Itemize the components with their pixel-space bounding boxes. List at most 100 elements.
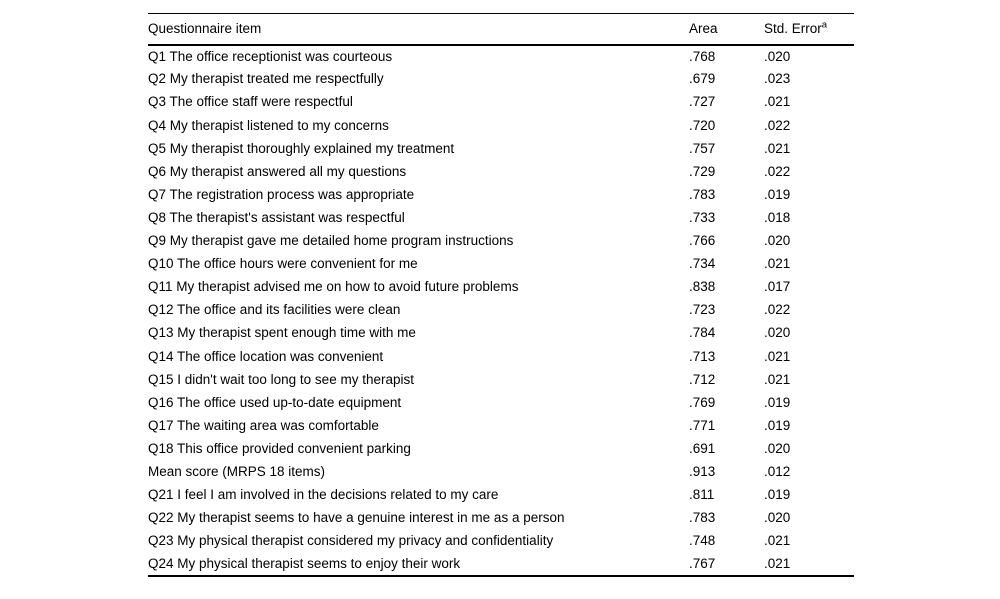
table-row: Q11 My therapist advised me on how to av… [148,275,854,298]
item-cell: Q10 The office hours were convenient for… [148,256,418,272]
std-error-cell: .020 [764,48,791,64]
std-error-cell: .021 [764,256,791,272]
std-error-cell: .019 [764,487,791,503]
area-cell: .723 [689,302,716,318]
item-cell: Q16 The office used up-to-date equipment [148,394,402,410]
std-error-cell: .021 [764,94,791,110]
table-row: Q3 The office staff were respectful .727.… [148,91,854,114]
table-row: Q7 The registration process was appropri… [148,183,854,206]
std-error-cell: .022 [764,117,791,133]
std-error-cell: .019 [764,186,791,202]
item-cell: Q3 The office staff were respectful [148,94,353,110]
table-row: Q21 I feel I am involved in the decision… [148,483,854,506]
table-row: Q2 My therapist treated me respectfully.… [148,68,854,91]
item-cell: Q24 My physical therapist seems to enjoy… [148,555,461,571]
table-row: Q23 My physical therapist considered my … [148,529,854,552]
table-row: Q18 This office provided convenient park… [148,437,854,460]
area-cell: .727 [689,94,716,110]
item-cell: Q22 My therapist seems to have a genuine… [148,510,565,526]
area-cell: .679 [689,71,716,87]
item-cell: Q18 This office provided convenient park… [148,440,411,456]
table-row: Q15 I didn't wait too long to see my the… [148,368,854,391]
std-error-cell: .020 [764,510,791,526]
table-row: Q14 The office location was convenient .7… [148,345,854,368]
table-row: Q6 My therapist answered all my question… [148,160,854,183]
item-cell: Q17 The waiting area was comfortable [148,417,379,433]
area-cell: .769 [689,394,716,410]
item-cell: Q4 My therapist listened to my concerns [148,117,389,133]
area-cell: .838 [689,279,716,295]
item-cell: Q13 My therapist spent enough time with … [148,325,416,341]
area-cell: .748 [689,533,716,549]
table-row: Q12 The office and its facilities were c… [148,299,854,322]
item-cell: Q5 My therapist thoroughly explained my … [148,140,455,156]
table-row: Q17 The waiting area was comfortable .771… [148,414,854,437]
std-error-cell: .020 [764,325,791,341]
std-error-cell: .018 [764,209,791,225]
area-cell: .767 [689,555,716,571]
area-cell: .720 [689,117,716,133]
table-row: Q8 The therapist's assistant was respect… [148,206,854,229]
table-body: Q1 The office receptionist was courteous… [148,45,854,576]
table-row: Q1 The office receptionist was courteous… [148,45,854,68]
table-row: Q16 The office used up-to-date equipment… [148,391,854,414]
area-cell: .757 [689,140,716,156]
item-cell: Q23 My physical therapist considered my … [148,533,554,549]
area-cell: .913 [689,463,716,479]
table-row: Q9 My therapist gave me detailed home pr… [148,229,854,252]
item-cell: Mean score (MRPS 18 items) [148,463,326,479]
item-cell: Q6 My therapist answered all my question… [148,163,407,179]
column-header-questionnaire-item: Questionnaire item [148,13,689,46]
table-row: Mean score (MRPS 18 items) .913 .012 [148,460,854,483]
table-row: Q10 The office hours were convenient for… [148,252,854,275]
item-cell: Q14 The office location was convenient [148,348,384,364]
item-cell: Q8 The therapist's assistant was respect… [148,209,405,225]
std-error-cell: .019 [764,417,791,433]
std-error-cell: .020 [764,233,791,249]
std-error-cell: .022 [764,163,791,179]
column-header-area: Area [689,13,764,46]
std-error-cell: .020 [764,440,791,456]
column-header-std-error: Std. Errora [764,13,854,46]
table-row: Q5 My therapist thoroughly explained my … [148,137,854,160]
results-table-container: Questionnaire item Area Std. Errora Q1 T… [148,13,854,577]
area-cell: .768 [689,48,716,64]
std-error-cell: .012 [764,463,791,479]
table-row: Q4 My therapist listened to my concerns.… [148,114,854,137]
std-error-cell: .022 [764,302,791,318]
std-error-cell: .021 [764,533,791,549]
item-cell: Q15 I didn't wait too long to see my the… [148,371,414,387]
area-cell: .784 [689,325,716,341]
std-error-cell: .019 [764,394,791,410]
item-cell: Q21 I feel I am involved in the decision… [148,487,499,503]
table-row: Q22 My therapist seems to have a genuine… [148,506,854,529]
footnote-marker: a [821,19,828,31]
std-error-cell: .021 [764,348,791,364]
area-cell: .811 [689,487,715,503]
area-cell: .783 [689,510,716,526]
column-header-std-error-label: Std. Error [764,21,822,36]
std-error-cell: .021 [764,555,791,571]
header-row: Questionnaire item Area Std. Errora [148,13,854,46]
area-cell: .713 [689,348,716,364]
area-cell: .733 [689,209,716,225]
table-row: Q13 My therapist spent enough time with … [148,322,854,345]
area-cell: .729 [689,163,716,179]
table-row: Q24 My physical therapist seems to enjoy… [148,553,854,576]
questionnaire-results-table: Questionnaire item Area Std. Errora Q1 T… [148,13,854,577]
std-error-cell: .017 [764,279,791,295]
area-cell: .734 [689,256,716,272]
item-cell: Q12 The office and its facilities were c… [148,302,401,318]
table-header: Questionnaire item Area Std. Errora [148,13,854,46]
item-cell: Q2 My therapist treated me respectfully [148,71,384,87]
area-cell: .783 [689,186,716,202]
item-cell: Q7 The registration process was appropri… [148,186,415,202]
item-cell: Q9 My therapist gave me detailed home pr… [148,233,514,249]
item-cell: Q1 The office receptionist was courteous [148,48,393,64]
area-cell: .771 [689,417,716,433]
std-error-cell: .023 [764,71,791,87]
item-cell: Q11 My therapist advised me on how to av… [148,279,519,295]
std-error-cell: .021 [764,371,791,387]
std-error-cell: .021 [764,140,791,156]
